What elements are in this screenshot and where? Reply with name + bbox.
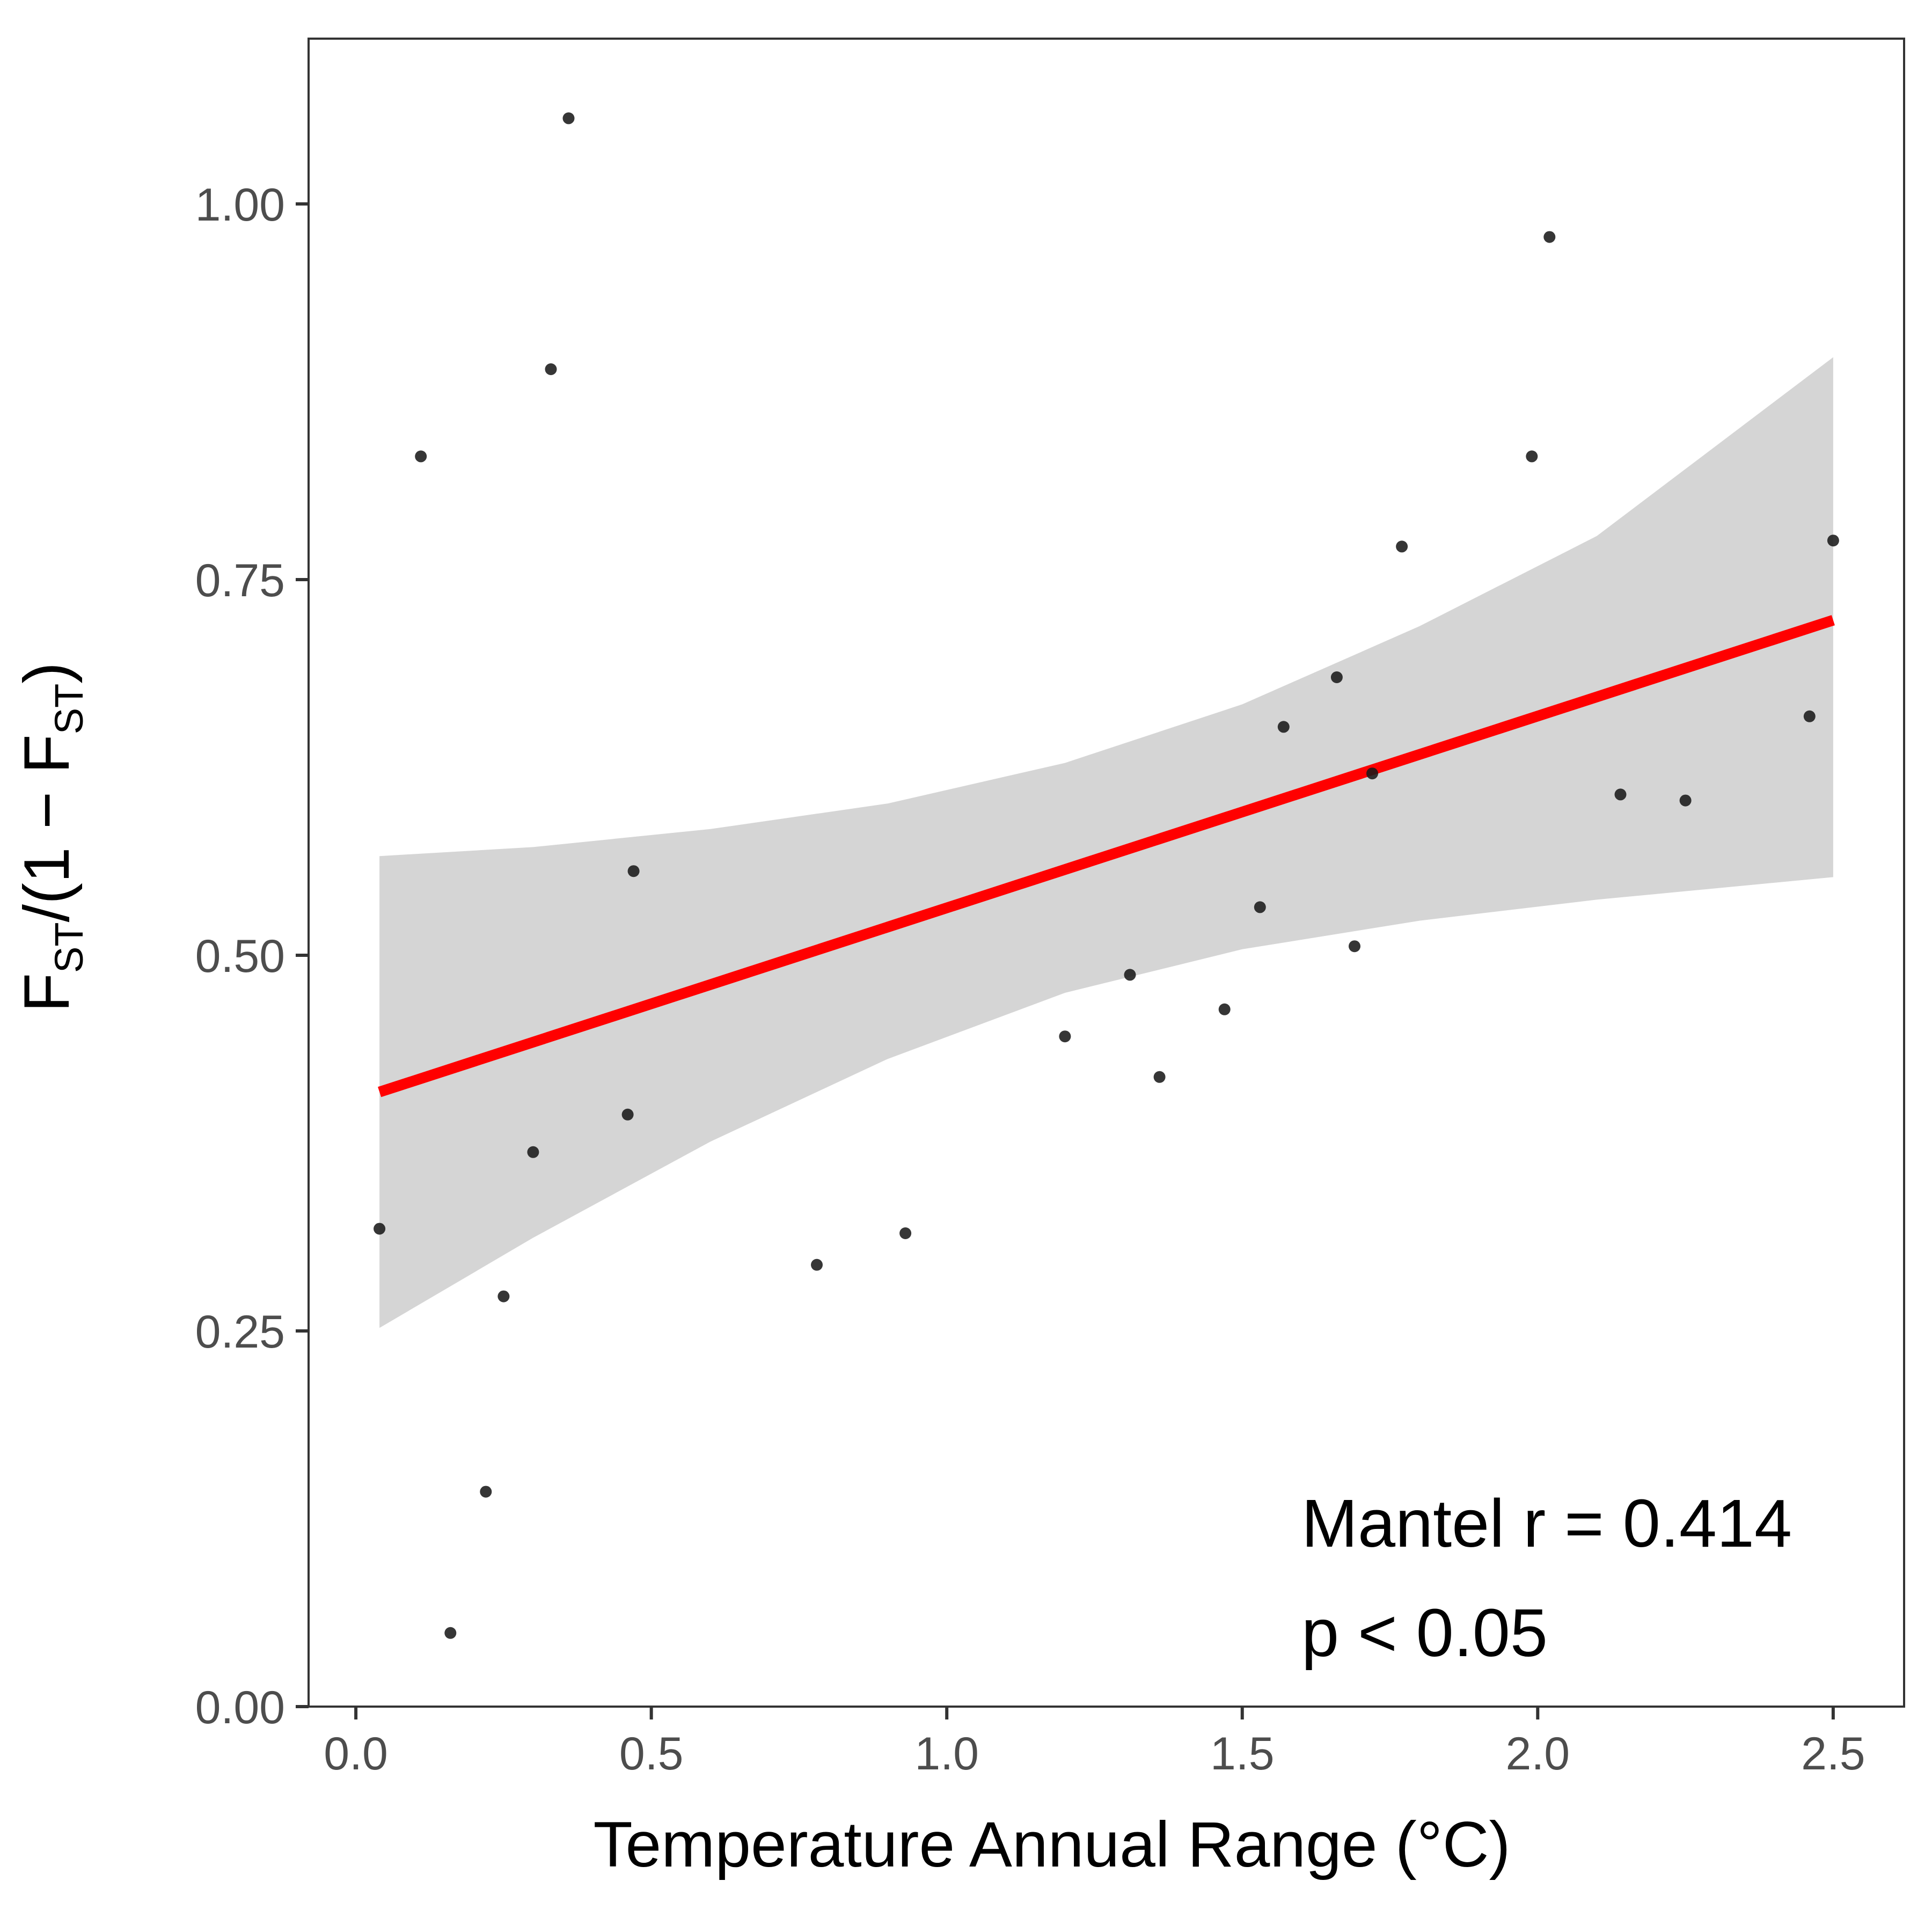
data-point-2 xyxy=(415,450,427,463)
data-point-17 xyxy=(1254,901,1266,913)
y-axis-title-suffix: ) xyxy=(11,662,83,684)
y-axis-title-prefix: F xyxy=(11,973,83,1012)
y-tick-label-0.75: 0.75 xyxy=(195,555,285,606)
y-axis-title-subscript-1: ST xyxy=(47,922,91,973)
data-point-7 xyxy=(545,363,557,375)
data-point-16 xyxy=(1218,1003,1231,1015)
regression-line-layer xyxy=(378,615,1835,1097)
data-point-15 xyxy=(1153,1071,1166,1083)
data-points-layer xyxy=(374,112,1839,1639)
data-point-23 xyxy=(1526,450,1538,463)
p-value-annotation: p < 0.05 xyxy=(1301,1595,1548,1671)
data-point-9 xyxy=(621,1108,634,1121)
data-point-27 xyxy=(1803,710,1816,722)
x-tick-label-1.5: 1.5 xyxy=(1210,1728,1275,1780)
mantel-r-annotation: Mantel r = 0.414 xyxy=(1301,1485,1792,1561)
data-point-12 xyxy=(899,1227,912,1239)
y-axis-title-subscript-2: ST xyxy=(47,684,91,735)
data-point-10 xyxy=(627,865,640,877)
y-tick-label-1.00: 1.00 xyxy=(195,179,285,231)
data-point-5 xyxy=(497,1290,510,1302)
y-axis-title: FST/(1 − FST) xyxy=(11,662,91,1013)
x-axis-title: Temperature Annual Range (°C) xyxy=(594,1809,1511,1880)
data-point-11 xyxy=(811,1258,823,1271)
data-point-22 xyxy=(1396,540,1408,553)
x-tick-label-2.0: 2.0 xyxy=(1506,1728,1570,1780)
regression-line xyxy=(378,615,1835,1097)
data-point-21 xyxy=(1366,767,1378,780)
data-point-18 xyxy=(1277,721,1290,733)
x-tick-label-1.0: 1.0 xyxy=(914,1728,979,1780)
y-tick-label-0.50: 0.50 xyxy=(195,931,285,982)
x-tick-label-2.5: 2.5 xyxy=(1801,1728,1865,1780)
data-point-4 xyxy=(480,1485,492,1498)
data-point-3 xyxy=(444,1627,457,1639)
data-point-25 xyxy=(1614,788,1627,801)
data-point-26 xyxy=(1679,794,1692,807)
data-point-28 xyxy=(1827,535,1839,547)
y-tick-label-0.00: 0.00 xyxy=(195,1682,285,1733)
data-point-1 xyxy=(374,1223,386,1235)
x-axis: 0.0 0.5 1.0 1.5 2.0 2.5 xyxy=(324,1707,1865,1780)
confidence-band-layer xyxy=(379,357,1833,1328)
y-axis-title-middle: /(1 − F xyxy=(11,734,83,922)
x-tick-label-0.0: 0.0 xyxy=(324,1728,388,1780)
x-tick-label-0.5: 0.5 xyxy=(619,1728,684,1780)
y-tick-label-0.25: 0.25 xyxy=(195,1306,285,1358)
data-point-20 xyxy=(1349,940,1360,953)
data-point-8 xyxy=(562,112,575,125)
data-point-24 xyxy=(1543,231,1556,243)
confidence-band xyxy=(379,357,1833,1328)
data-point-13 xyxy=(1059,1030,1071,1043)
data-point-14 xyxy=(1124,969,1136,981)
y-axis: 0.00 0.25 0.50 0.75 1.00 xyxy=(195,179,309,1733)
data-point-19 xyxy=(1330,671,1343,683)
plot-panel-border xyxy=(308,38,1905,1708)
data-point-6 xyxy=(527,1146,539,1158)
